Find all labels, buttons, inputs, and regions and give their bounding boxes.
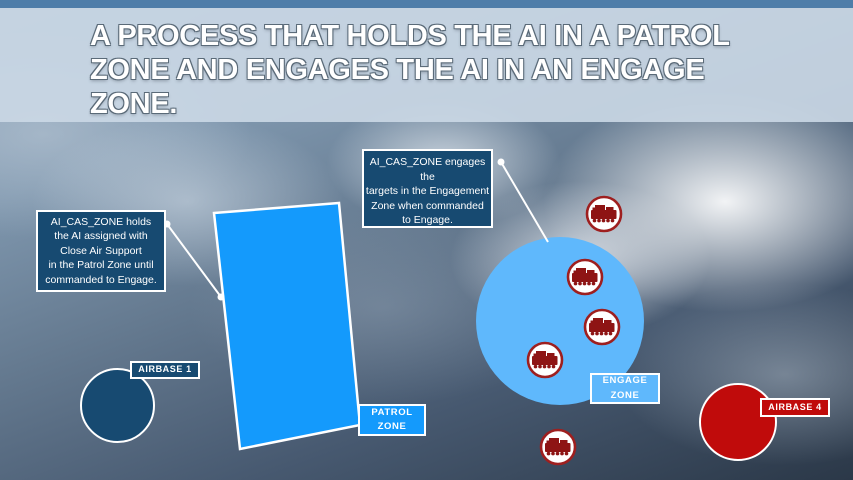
engage-callout-box: AI_CAS_ZONE engages the targets in the E…: [362, 149, 493, 228]
tank-icon: [525, 340, 565, 380]
patrol-callout-connector-line: [166, 223, 222, 298]
airbase-1-circle: [80, 368, 155, 443]
airbase-4-label-text: AIRBASE 4: [768, 401, 822, 412]
patrol-callout-text: AI_CAS_ZONE holds the AI assigned with C…: [45, 215, 157, 286]
airbase-1-label: AIRBASE 1: [130, 361, 200, 379]
tank-icon: [582, 307, 622, 347]
patrol-zone-label: PATROL ZONE: [358, 404, 426, 436]
engage-zone-label: ENGAGE ZONE: [590, 373, 660, 404]
tank-icon: [538, 427, 578, 467]
top-accent-strip: [0, 0, 853, 8]
slide-title: A PROCESS THAT HOLDS THE AI IN A PATROL …: [90, 20, 730, 120]
airbase-4-label: AIRBASE 4: [760, 398, 830, 417]
patrol-zone-polygon: [212, 201, 362, 451]
engage-zone-label-text: ENGAGE ZONE: [602, 375, 648, 401]
connector-dot: [497, 158, 505, 166]
tank-icon: [565, 257, 605, 297]
engage-callout-connector-line: [500, 161, 549, 243]
connector-dot: [217, 293, 225, 301]
patrol-callout-box: AI_CAS_ZONE holds the AI assigned with C…: [36, 210, 166, 292]
title-band: A PROCESS THAT HOLDS THE AI IN A PATROL …: [0, 8, 853, 122]
engage-callout-text: AI_CAS_ZONE engages the targets in the E…: [365, 156, 490, 227]
airbase-1-label-text: AIRBASE 1: [138, 364, 192, 375]
patrol-zone-label-text: PATROL ZONE: [371, 406, 413, 432]
tank-icon: [584, 194, 624, 234]
airbase-4-circle: [699, 383, 777, 461]
